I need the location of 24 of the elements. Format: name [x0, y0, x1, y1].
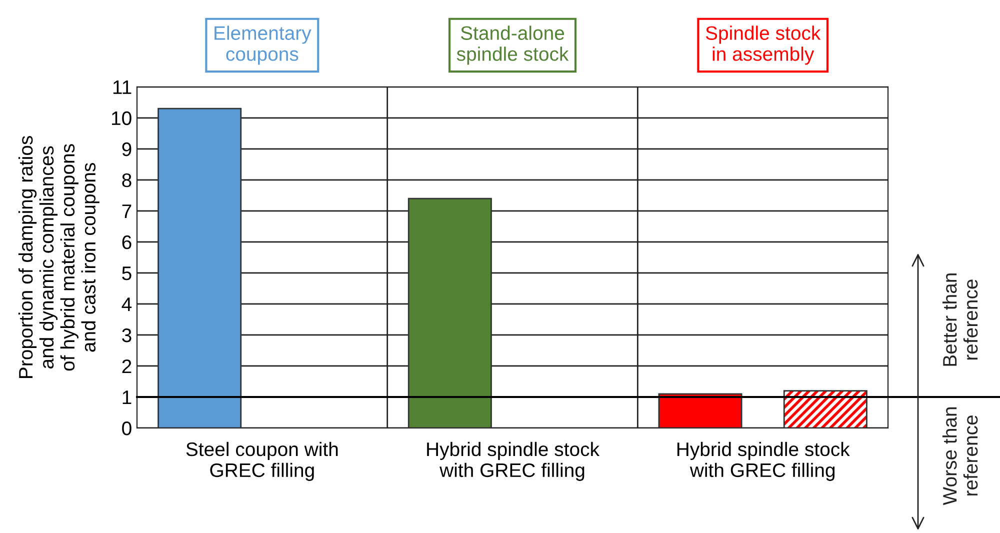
bar	[658, 393, 742, 428]
y-tick-label: 8	[122, 173, 132, 188]
x-tick-label: Hybrid spindle stock with GREC filling	[427, 442, 600, 481]
text: Elementary coupons	[214, 26, 312, 65]
y-tick-label: 9	[122, 142, 132, 156]
x-tick-label: Steel coupon with GREC filling	[186, 442, 338, 481]
y-tick-label: 1	[122, 390, 132, 404]
y-tick-label: 7	[122, 204, 132, 218]
x-tick-label: Hybrid spindle stock with GREC filling	[677, 442, 850, 481]
text: Stand-alone spindle stock	[456, 26, 569, 65]
y-axis-title: Proportion of damping ratios and dynamic compliances of hybrid material coupons and cast iron coupons	[18, 136, 100, 378]
y-tick-label: 4	[122, 298, 132, 311]
y-tick-label: 2	[122, 359, 132, 374]
text: Worse than reference	[942, 407, 978, 506]
y-tick-label: 3	[122, 328, 132, 342]
y-tick-label: 10	[112, 111, 132, 126]
y-tick-label: 11	[113, 80, 132, 94]
y-tick-label: 0	[122, 421, 132, 436]
bar	[158, 108, 242, 428]
text: Spindle stock in assembly	[706, 26, 821, 65]
text: Better than reference	[942, 273, 978, 366]
y-tick-label: 5	[122, 266, 132, 280]
bar	[408, 198, 492, 428]
y-tick-label: 6	[122, 235, 132, 250]
